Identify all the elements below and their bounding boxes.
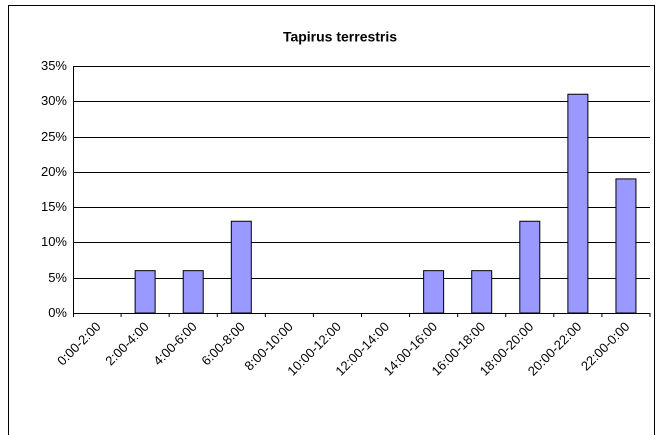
- y-tick-label: 35%: [41, 58, 67, 73]
- bar: [567, 93, 589, 314]
- chart-title: Tapirus terrestris: [283, 29, 397, 45]
- chart-frame: [8, 5, 655, 435]
- bar: [471, 270, 493, 314]
- y-tick-label: 0%: [48, 305, 67, 320]
- y-tick-label: 20%: [41, 164, 67, 179]
- bar: [230, 220, 252, 314]
- y-tick-label: 5%: [48, 270, 67, 285]
- y-tick-label: 10%: [41, 234, 67, 249]
- y-tick-label: 25%: [41, 129, 67, 144]
- y-tick-label: 15%: [41, 199, 67, 214]
- bar: [423, 270, 445, 314]
- bar: [615, 178, 637, 314]
- bar: [182, 270, 204, 314]
- bar: [519, 220, 541, 314]
- bar: [134, 270, 156, 314]
- y-tick-label: 30%: [41, 93, 67, 108]
